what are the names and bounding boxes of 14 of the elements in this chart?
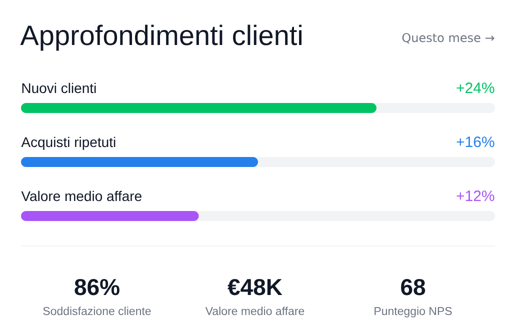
data-label: +24% [456,82,494,94]
text: €48K [228,278,282,296]
y-tick-label: Valore medio affare [21,190,142,202]
text: 68 [401,278,426,296]
y-tick-label: Acquisti ripetuti [21,136,116,150]
text: Valore medio affare [205,306,304,316]
data-label: +12% [456,190,494,202]
y-tick-label: Nuovi clienti [22,82,96,94]
text: 86% [74,278,120,296]
text: Soddisfazione cliente [43,306,151,316]
data-label: +16% [456,136,494,148]
text: Questo mese → [402,33,494,44]
text: Punteggio NPS [374,306,452,318]
chart-title: Approfondimenti clienti [20,24,302,51]
